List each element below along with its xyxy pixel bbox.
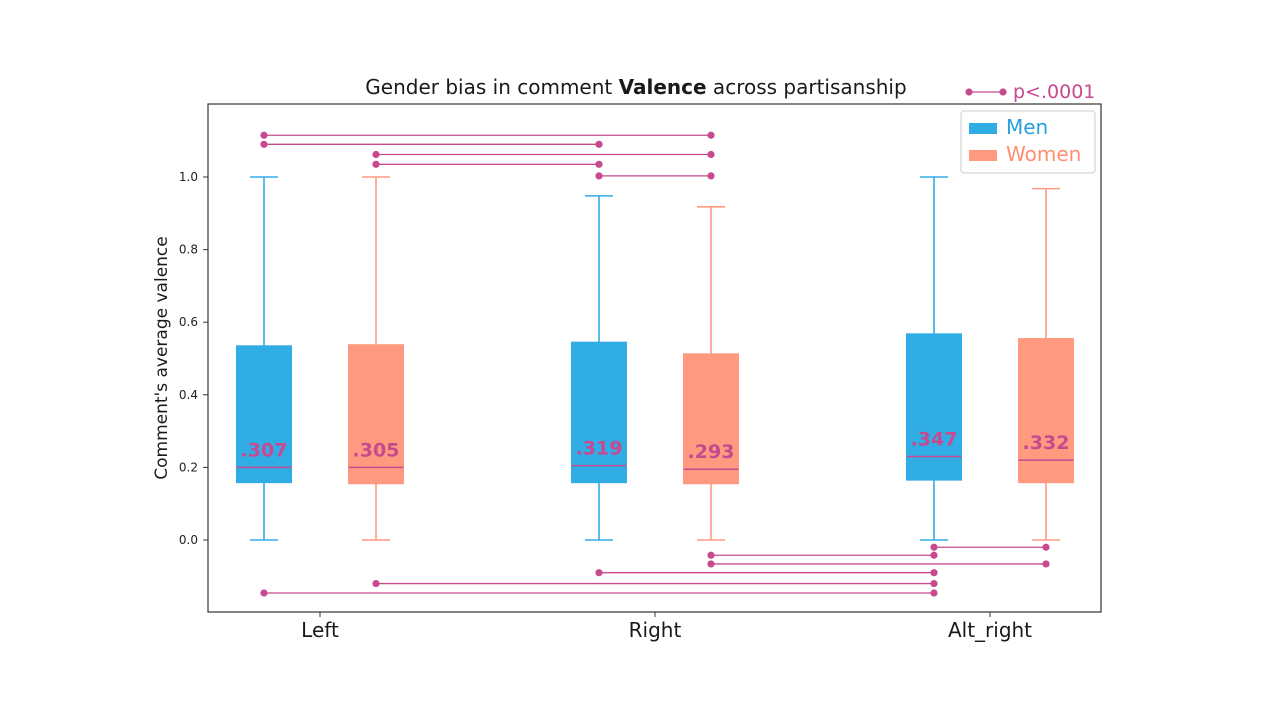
significance-dot xyxy=(260,140,268,148)
box-men xyxy=(236,345,292,484)
significance-dot xyxy=(595,140,603,148)
y-axis-label: Comment's average valence xyxy=(152,236,172,479)
box-men xyxy=(571,341,627,484)
significance-dot xyxy=(707,131,715,139)
plot-frame xyxy=(207,103,1102,613)
significance-dot xyxy=(930,543,938,551)
box-women xyxy=(348,344,404,485)
median-label: .332 xyxy=(1023,432,1070,454)
x-tick-label: Alt_right xyxy=(948,618,1032,642)
significance-dot xyxy=(707,551,715,559)
box-women xyxy=(1018,338,1074,484)
significance-key-label: p<.0001 xyxy=(1013,81,1095,103)
chart-title: Gender bias in comment Valence across pa… xyxy=(365,75,906,99)
significance-dot xyxy=(595,160,603,168)
significance-key-dot xyxy=(999,88,1007,96)
significance-dot xyxy=(595,569,603,577)
y-tick-label: 1.0 xyxy=(179,170,198,184)
median-label: .347 xyxy=(911,429,958,451)
x-tick-label: Left xyxy=(301,618,339,642)
y-tick-label: 0.4 xyxy=(179,388,198,402)
median-label: .293 xyxy=(688,441,735,463)
significance-dot xyxy=(930,551,938,559)
legend-swatch-men xyxy=(969,123,997,134)
significance-dot xyxy=(930,569,938,577)
chart-title-suffix: across partisanship xyxy=(707,75,907,99)
chart-title-prefix: Gender bias in comment xyxy=(365,75,618,99)
median-label: .319 xyxy=(576,438,623,460)
significance-dot xyxy=(707,150,715,159)
significance-dot xyxy=(1042,543,1050,551)
significance-dot xyxy=(707,172,715,180)
chart-marks: 0.0 0.2 0.4 0.6 0.8 1.0 Left Right Alt_right .307… xyxy=(179,81,1096,642)
significance-dot xyxy=(372,150,380,159)
legend-label-men: Men xyxy=(1006,115,1048,139)
y-tick-label: 0.6 xyxy=(179,315,198,329)
box-women xyxy=(683,353,739,485)
significance-dot xyxy=(1042,560,1050,568)
y-tick-label: 0.8 xyxy=(179,243,198,257)
legend-swatch-women xyxy=(969,150,997,161)
x-tick-label: Right xyxy=(629,618,682,642)
significance-dot xyxy=(930,579,938,588)
median-label: .305 xyxy=(353,439,400,461)
y-tick-label: 0.2 xyxy=(179,460,198,474)
significance-dot xyxy=(260,131,268,139)
significance-dot xyxy=(595,172,603,180)
chart-title-bold: Valence xyxy=(619,75,707,99)
legend-label-women: Women xyxy=(1006,142,1081,166)
significance-dot xyxy=(930,589,938,597)
significance-key-dot xyxy=(965,88,973,96)
significance-dot xyxy=(260,589,268,597)
median-label: .307 xyxy=(241,439,288,461)
significance-dot xyxy=(372,579,380,588)
significance-dot xyxy=(707,560,715,568)
y-tick-label: 0.0 xyxy=(179,533,198,547)
box-men xyxy=(906,333,962,481)
significance-dot xyxy=(372,160,380,168)
